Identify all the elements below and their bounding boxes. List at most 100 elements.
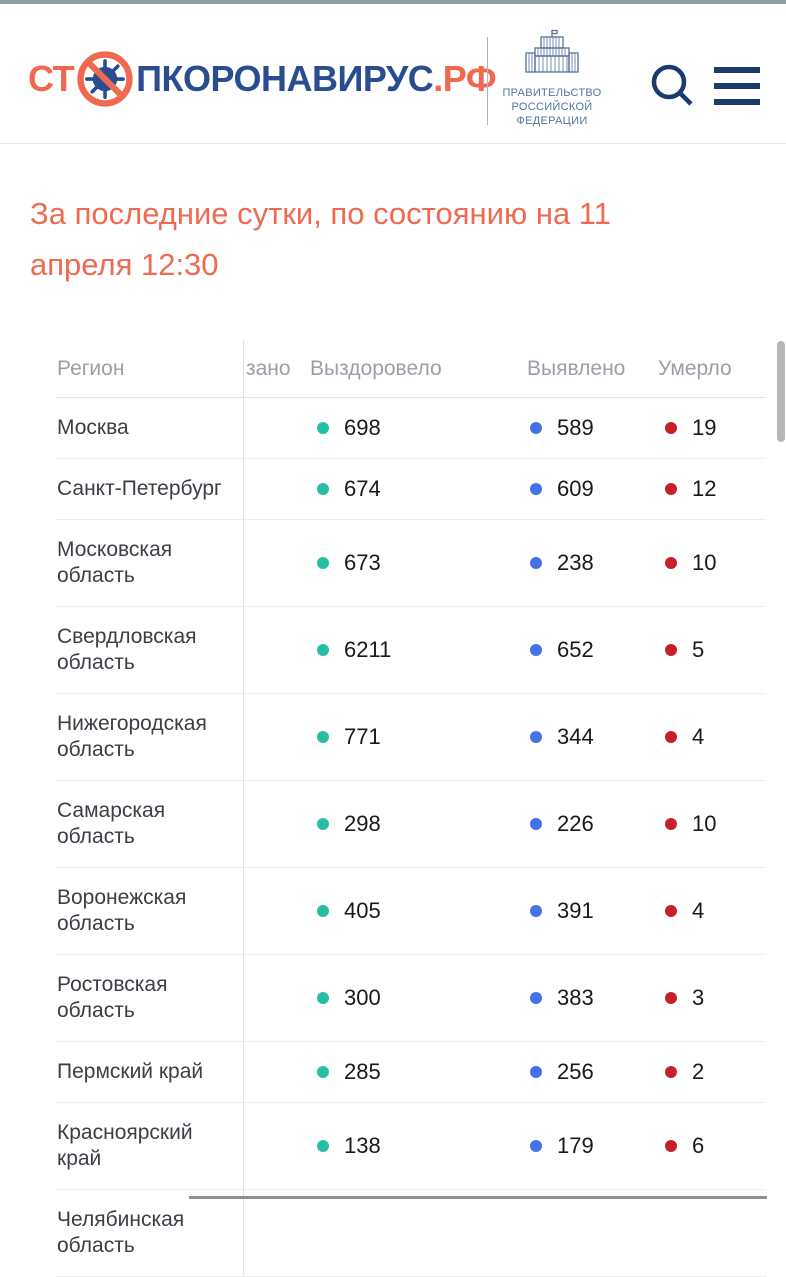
header-separator	[0, 143, 786, 144]
table-row: Ростовская область 300 383 3	[56, 955, 766, 1042]
detected-dot-icon	[530, 905, 542, 917]
region-name: Москва	[57, 416, 129, 439]
detected-cell: 609	[530, 476, 594, 502]
column-header-detected: Выявлено	[527, 356, 626, 380]
recovered-value: 674	[344, 476, 381, 501]
detected-value: 256	[557, 1059, 594, 1084]
region-name: Нижегородская область	[57, 712, 207, 761]
vertical-scrollbar-thumb[interactable]	[777, 341, 785, 442]
government-label-line3: ФЕДЕРАЦИИ	[516, 115, 588, 127]
died-value: 10	[692, 550, 717, 575]
recovered-value: 405	[344, 898, 381, 923]
died-value: 12	[692, 476, 717, 501]
recovered-value: 673	[344, 550, 381, 575]
recovered-cell: 6211	[317, 637, 391, 663]
recovered-value: 285	[344, 1059, 381, 1084]
died-value: 4	[692, 724, 705, 749]
recovered-dot-icon	[317, 818, 329, 830]
detected-dot-icon	[530, 992, 542, 1004]
detected-dot-icon	[530, 557, 542, 569]
recovered-value: 771	[344, 724, 381, 749]
table-row: Пермский край 285 256 2	[56, 1042, 766, 1103]
died-value: 19	[692, 415, 717, 440]
died-cell: 12	[665, 476, 716, 502]
detected-value: 238	[557, 550, 594, 575]
site-logo[interactable]: СТ ПКОРОНАВИРУС .РФ	[28, 49, 497, 109]
column-header-died: Умерло	[658, 356, 732, 380]
table-row: Красноярский край 138 179 6	[56, 1103, 766, 1190]
search-button[interactable]	[648, 61, 698, 111]
heading-line1: За последние сутки, по состоянию на 11	[30, 196, 611, 231]
table-row: Самарская область 298 226 10	[56, 781, 766, 868]
recovered-dot-icon	[317, 557, 329, 569]
detected-value: 652	[557, 637, 594, 662]
detected-value: 226	[557, 811, 594, 836]
recovered-cell: 771	[317, 724, 381, 750]
died-cell: 10	[665, 550, 716, 576]
page-heading: За последние сутки, по состоянию на 11 а…	[30, 188, 730, 290]
detected-dot-icon	[530, 1066, 542, 1078]
recovered-cell: 698	[317, 415, 381, 441]
government-building-icon	[525, 29, 579, 73]
died-dot-icon	[665, 483, 677, 495]
detected-value: 179	[557, 1133, 594, 1158]
died-cell: 3	[665, 985, 704, 1011]
header-divider	[487, 37, 488, 125]
detected-dot-icon	[530, 422, 542, 434]
search-icon	[651, 64, 693, 106]
detected-dot-icon	[530, 483, 542, 495]
recovered-cell: 138	[317, 1133, 381, 1159]
table-row: Московская область 673 238 10	[56, 520, 766, 607]
recovered-value: 698	[344, 415, 381, 440]
menu-button[interactable]	[714, 67, 760, 107]
detected-dot-icon	[530, 1140, 542, 1152]
regions-table[interactable]: Регион зано Выздоровело Выявлено Умерло …	[56, 340, 766, 1277]
died-value: 6	[692, 1133, 705, 1158]
detected-cell: 383	[530, 985, 594, 1011]
died-dot-icon	[665, 731, 677, 743]
detected-cell: 652	[530, 637, 594, 663]
detected-cell: 179	[530, 1133, 594, 1159]
died-value: 3	[692, 985, 705, 1010]
table-row: Санкт-Петербург 674 609 12	[56, 459, 766, 520]
recovered-dot-icon	[317, 422, 329, 434]
died-dot-icon	[665, 1066, 677, 1078]
died-dot-icon	[665, 992, 677, 1004]
logo-prefix: СТ	[28, 58, 75, 99]
table-row: Москва 698 589 19	[56, 398, 766, 459]
virus-no-icon	[77, 51, 133, 107]
recovered-dot-icon	[317, 1140, 329, 1152]
detected-dot-icon	[530, 731, 542, 743]
recovered-cell: 674	[317, 476, 381, 502]
detected-dot-icon	[530, 818, 542, 830]
died-value: 10	[692, 811, 717, 836]
table-row: Нижегородская область 771 344 4	[56, 694, 766, 781]
table-row: Воронежская область 405 391 4	[56, 868, 766, 955]
detected-cell: 256	[530, 1059, 594, 1085]
hamburger-icon	[714, 67, 760, 73]
table-row: Челябинская область	[56, 1190, 766, 1277]
died-dot-icon	[665, 422, 677, 434]
died-value: 5	[692, 637, 705, 662]
detected-cell: 344	[530, 724, 594, 750]
died-dot-icon	[665, 557, 677, 569]
table-row: Свердловская область 6211 652 5	[56, 607, 766, 694]
detected-value: 609	[557, 476, 594, 501]
region-name: Московская область	[57, 538, 173, 587]
column-header-recovered: Выздоровело	[310, 356, 442, 380]
region-name: Красноярский край	[57, 1121, 193, 1170]
recovered-cell: 673	[317, 550, 381, 576]
column-header-region: Регион	[57, 356, 125, 380]
logo-middle: ПКОРОНАВИРУС	[136, 58, 434, 99]
died-dot-icon	[665, 905, 677, 917]
horizontal-scrollbar-thumb[interactable]	[189, 1196, 767, 1199]
site-header: СТ ПКОРОНАВИРУС .РФ	[0, 4, 786, 143]
government-link[interactable]: ПРАВИТЕЛЬСТВО РОССИЙСКОЙ ФЕДЕРАЦИИ	[497, 28, 607, 128]
detected-dot-icon	[530, 644, 542, 656]
table-header: Регион зано Выздоровело Выявлено Умерло	[56, 340, 766, 398]
detected-value: 391	[557, 898, 594, 923]
logo-suffix: .РФ	[433, 58, 497, 99]
recovered-dot-icon	[317, 905, 329, 917]
died-cell: 6	[665, 1133, 704, 1159]
died-cell: 4	[665, 898, 704, 924]
